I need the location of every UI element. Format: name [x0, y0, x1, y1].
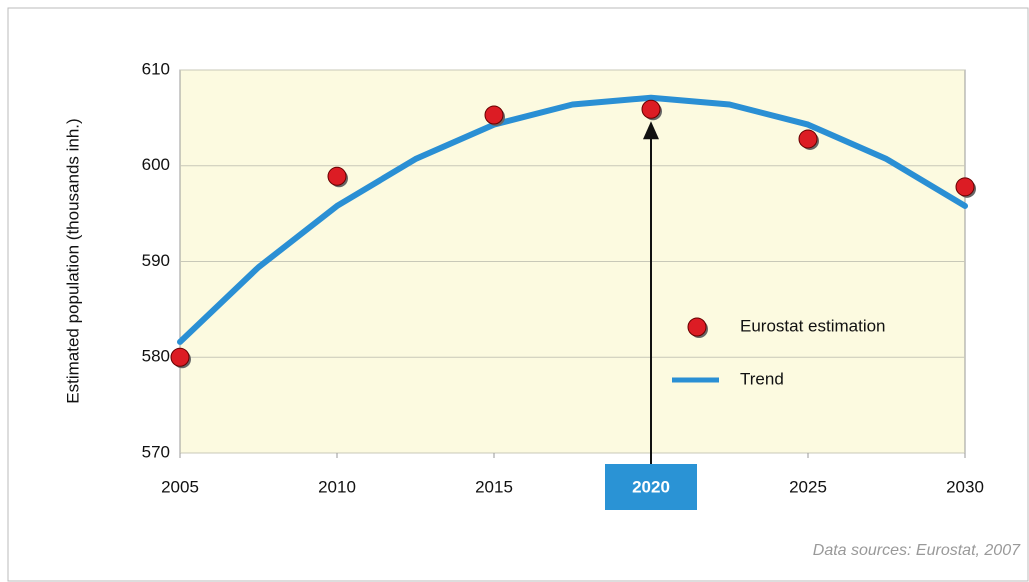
trend-line [177, 94, 968, 345]
x-tick-label: 2015 [475, 477, 513, 496]
y-tick-label: 580 [142, 347, 170, 366]
source-note: Data sources: Eurostat, 2007 [813, 542, 1021, 559]
x-tick-label: 2020 [632, 477, 670, 496]
data-point [798, 129, 818, 149]
x-tick-label: 2025 [789, 477, 827, 496]
legend-label: Trend [740, 369, 784, 388]
data-point [641, 99, 661, 119]
data-point [955, 177, 975, 197]
x-tick-label: 2030 [946, 477, 984, 496]
y-tick-label: 600 [142, 155, 170, 174]
x-tick-label: 2010 [318, 477, 356, 496]
data-point [327, 166, 347, 186]
highlight-box [605, 464, 697, 510]
x-tick-label: 2005 [161, 477, 199, 496]
arrow-head [643, 121, 659, 140]
data-point [484, 105, 504, 125]
legend-marker [687, 317, 707, 337]
y-tick-label: 610 [142, 59, 170, 78]
y-tick-label: 590 [142, 251, 170, 270]
y-tick-label: 570 [142, 442, 170, 461]
legend-label: Eurostat estimation [740, 316, 886, 335]
data-point [170, 347, 190, 367]
frame [7, 7, 1029, 582]
y-axis-label: Estimated population (thousands inh.) [63, 118, 82, 403]
